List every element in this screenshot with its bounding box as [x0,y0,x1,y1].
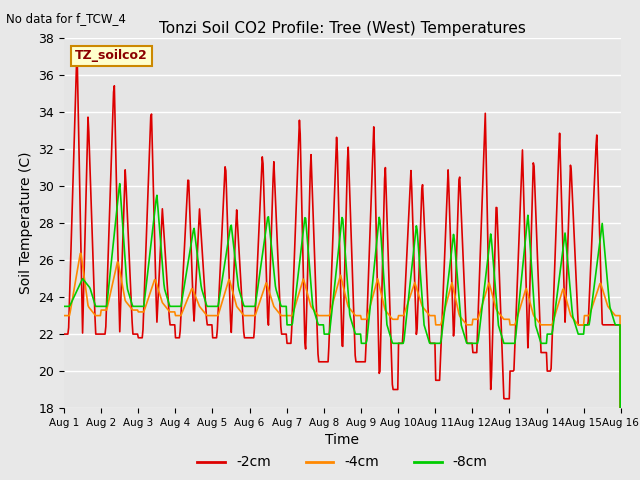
-8cm [70,294,78,300]
-4cm [128,307,136,312]
Line: -8cm: -8cm [64,184,621,480]
-4cm [214,312,222,318]
-8cm [214,303,222,309]
-4cm [185,293,193,299]
-8cm [128,302,136,308]
-8cm [428,340,435,346]
Title: Tonzi Soil CO2 Profile: Tree (West) Temperatures: Tonzi Soil CO2 Profile: Tree (West) Temp… [159,21,526,36]
-2cm [411,283,419,288]
-2cm [128,320,136,325]
Text: No data for f_TCW_4: No data for f_TCW_4 [6,12,126,25]
Y-axis label: Soil Temperature (C): Soil Temperature (C) [19,152,33,294]
-4cm [70,287,78,292]
-4cm [60,313,68,319]
Line: -2cm: -2cm [64,57,621,480]
-2cm [185,178,193,183]
-2cm [214,310,222,316]
-2cm [74,54,81,60]
-4cm [411,279,419,285]
-8cm [411,237,419,243]
X-axis label: Time: Time [325,433,360,447]
Text: TZ_soilco2: TZ_soilco2 [75,49,148,62]
-8cm [185,256,193,262]
-8cm [116,181,124,187]
Line: -4cm: -4cm [64,253,621,480]
-2cm [60,331,68,337]
Legend: -2cm, -4cm, -8cm: -2cm, -4cm, -8cm [191,450,493,475]
-4cm [428,313,435,319]
-8cm [60,303,68,309]
-4cm [77,251,85,256]
-2cm [70,143,78,149]
-2cm [428,340,435,346]
